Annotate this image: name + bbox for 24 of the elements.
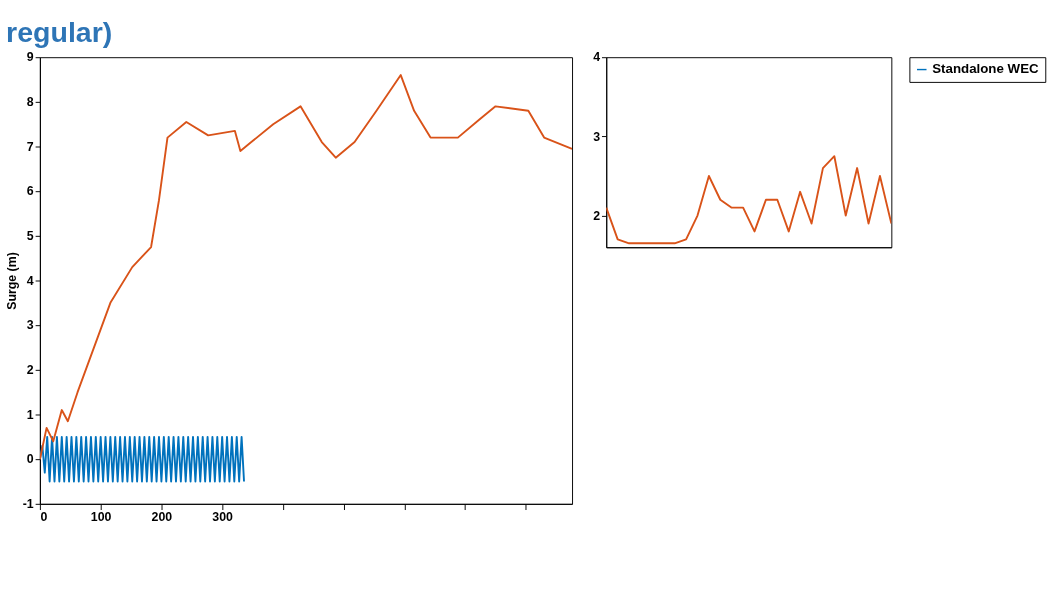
y-tick-label: 2 bbox=[593, 208, 601, 223]
y-tick-label: 4 bbox=[593, 50, 601, 65]
line-series bbox=[39, 435, 245, 483]
x-tick-label: 100 bbox=[90, 510, 112, 525]
legend-label: Standalone WEC bbox=[932, 61, 1039, 77]
x-tick-label: 0 bbox=[40, 510, 48, 525]
y-tick-label: 5 bbox=[26, 229, 34, 244]
y-tick-label: 2 bbox=[26, 363, 34, 378]
y-tick-label: 3 bbox=[593, 129, 601, 144]
y-tick-label: 9 bbox=[26, 50, 34, 65]
y-tick-label: 8 bbox=[26, 95, 34, 110]
y-tick-label: 0 bbox=[26, 452, 34, 467]
y-axis-title: Surge (m) bbox=[5, 252, 20, 310]
x-tick-label: 200 bbox=[151, 510, 173, 525]
chart-title: regular) bbox=[6, 16, 113, 49]
y-tick-label: 7 bbox=[26, 139, 34, 154]
line-series bbox=[606, 155, 892, 245]
y-tick-label: 6 bbox=[26, 184, 34, 199]
y-tick-label: 3 bbox=[26, 318, 34, 333]
y-tick-label: 4 bbox=[26, 273, 34, 288]
line-series bbox=[39, 74, 573, 461]
y-tick-label: -1 bbox=[22, 497, 34, 512]
x-tick-label: 300 bbox=[212, 510, 234, 525]
y-tick-label: 1 bbox=[26, 407, 34, 422]
